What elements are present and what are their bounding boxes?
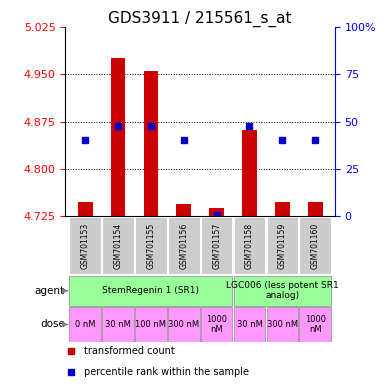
Bar xyxy=(110,58,126,216)
Bar xyxy=(102,307,134,342)
Text: GSM701153: GSM701153 xyxy=(81,222,90,269)
Text: 0 nM: 0 nM xyxy=(75,320,95,329)
Bar xyxy=(300,217,331,274)
Text: GSM701159: GSM701159 xyxy=(278,222,287,269)
Text: 300 nM: 300 nM xyxy=(168,320,199,329)
Text: StemRegenin 1 (SR1): StemRegenin 1 (SR1) xyxy=(102,286,199,295)
Bar xyxy=(234,276,331,306)
Bar xyxy=(242,130,257,216)
Bar xyxy=(69,276,233,306)
Text: 1000
nM: 1000 nM xyxy=(305,315,326,334)
Text: dose: dose xyxy=(40,319,65,329)
Text: 300 nM: 300 nM xyxy=(267,320,298,329)
Bar xyxy=(308,202,323,216)
Bar xyxy=(78,202,92,216)
Text: agent: agent xyxy=(35,286,65,296)
Text: GSM701155: GSM701155 xyxy=(146,222,156,269)
Bar xyxy=(209,208,224,216)
Bar xyxy=(102,217,134,274)
Bar xyxy=(266,307,298,342)
Bar xyxy=(300,307,331,342)
Text: 30 nM: 30 nM xyxy=(236,320,263,329)
Text: GSM701158: GSM701158 xyxy=(245,222,254,269)
Bar xyxy=(234,217,265,274)
Title: GDS3911 / 215561_s_at: GDS3911 / 215561_s_at xyxy=(109,11,292,27)
Text: 30 nM: 30 nM xyxy=(105,320,131,329)
Bar xyxy=(135,217,167,274)
Bar xyxy=(234,307,265,342)
Bar xyxy=(201,217,233,274)
Bar xyxy=(69,217,101,274)
Bar xyxy=(69,307,101,342)
Text: transformed count: transformed count xyxy=(84,346,175,356)
Bar xyxy=(266,217,298,274)
Text: GSM701154: GSM701154 xyxy=(114,222,122,269)
Text: LGC006 (less potent SR1
analog): LGC006 (less potent SR1 analog) xyxy=(226,281,339,301)
Bar xyxy=(168,217,199,274)
Bar xyxy=(201,307,233,342)
Bar xyxy=(135,307,167,342)
Bar xyxy=(144,71,158,216)
Text: GSM701156: GSM701156 xyxy=(179,222,188,269)
Text: GSM701157: GSM701157 xyxy=(212,222,221,269)
Text: GSM701160: GSM701160 xyxy=(311,222,320,269)
Bar xyxy=(176,204,191,216)
Text: 1000
nM: 1000 nM xyxy=(206,315,227,334)
Text: 100 nM: 100 nM xyxy=(136,320,166,329)
Bar xyxy=(168,307,199,342)
Text: percentile rank within the sample: percentile rank within the sample xyxy=(84,367,249,377)
Bar xyxy=(275,202,290,216)
